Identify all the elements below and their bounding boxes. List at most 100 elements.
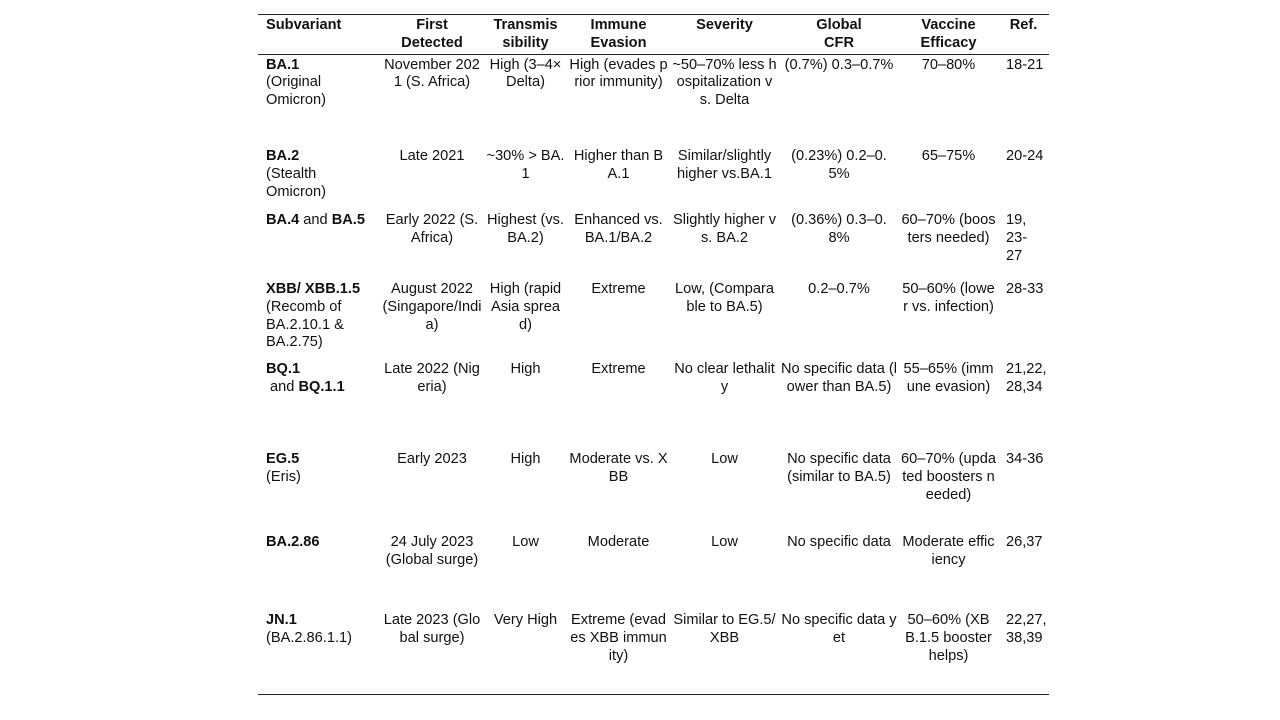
header-subvariant: Subvariant <box>258 14 380 55</box>
cell-vaccine-efficacy: 65–75% <box>921 148 976 165</box>
table-row: BQ.1 and BQ.1.1 Late 2022 (Nigeria) High Ex… <box>258 355 1049 444</box>
header-immune-evasion-line1: Immune <box>590 17 647 33</box>
header-severity-line1: Severity <box>696 17 753 33</box>
header-global-cfr-line1: Global <box>816 17 862 33</box>
subvariant-name: EG.5 <box>266 451 300 468</box>
cell-immune-evasion: High (evades prior immunity) <box>569 56 668 91</box>
cell-first-detected: August 2022 (Singapore/India) <box>382 281 482 333</box>
cell-severity: Similar/slightly higher vs.BA.1 <box>677 148 772 182</box>
subvariant-name: XBB/ XBB.1.5 <box>266 281 361 298</box>
cell-severity: Low <box>711 534 738 551</box>
cell-global-cfr: (0.36%) 0.3–0.8% <box>791 212 887 246</box>
cell-ref: 22,27, 38,39 <box>998 606 1049 695</box>
header-immune-evasion-line2: Evasion <box>590 34 647 51</box>
cell-severity: Slightly higher vs. BA.2 <box>672 212 777 246</box>
cell-first-detected: Early 2022 (S. Africa) <box>385 212 479 246</box>
subvariant-name: BA.4 <box>266 212 300 229</box>
subvariant-joiner: and <box>266 378 299 395</box>
cell-global-cfr: No specific data yet <box>779 606 899 695</box>
cell-first-detected: November 2021 (S. Africa) <box>384 56 480 91</box>
cell-first-detected: Late 2021 <box>399 148 465 165</box>
cell-transmissibility: High <box>510 361 541 378</box>
cell-severity: Low <box>711 451 738 468</box>
cell-subvariant: JN.1 (BA.2.86.1.1) <box>258 606 380 695</box>
cell-ref: 21,22, 28,34 <box>1006 361 1047 395</box>
cell-transmissibility: High <box>510 451 541 468</box>
cell-first-detected: Early 2023 <box>397 451 467 468</box>
cell-subvariant: BA.1 (Original Omicron) <box>258 54 380 142</box>
cell-immune-evasion: Higher than BA.1 <box>573 148 664 182</box>
cell-subvariant: BA.2.86 <box>258 527 380 606</box>
cell-subvariant: XBB/ XBB.1.5 (Recomb of BA.2.10.1 & BA.2.… <box>258 275 380 355</box>
cell-immune-evasion: Extreme <box>591 361 646 378</box>
cell-transmissibility: ~30% > BA.1 <box>486 148 565 182</box>
subvariant-name: BA.1 <box>266 56 300 73</box>
header-vaccine-efficacy-line1: Vaccine <box>921 17 976 33</box>
cell-severity: ~50–70% less hospitalization vs. Delta <box>672 56 777 109</box>
cell-ref: 26,37 <box>1006 534 1043 551</box>
cell-subvariant: BQ.1 and BQ.1.1 <box>258 355 380 444</box>
header-row: Subvariant First Detected Transmis sibil… <box>258 14 1049 55</box>
cell-global-cfr: No specific data (similar to BA.5) <box>787 451 891 485</box>
cell-vaccine-efficacy: Moderate efficiency <box>902 534 995 568</box>
header-severity: Severity <box>670 14 779 55</box>
cell-ref: 28-33 <box>1006 281 1044 298</box>
cell-vaccine-efficacy: 60–70% (boosters needed) <box>901 212 996 246</box>
omicron-subvariant-table: Subvariant First Detected Transmis sibil… <box>258 14 1049 695</box>
table-row: BA.4 and BA.5 Early 2022 (S. Africa) Highe… <box>258 204 1049 275</box>
cell-first-detected: Late 2023 (Global surge) <box>380 606 484 695</box>
cell-first-detected: Late 2022 (Nigeria) <box>384 361 480 395</box>
cell-ref: 20-24 <box>1006 148 1044 165</box>
cell-transmissibility: Low <box>512 534 539 551</box>
header-transmissibility-line2: sibility <box>502 34 549 51</box>
cell-immune-evasion: Extreme (evades XBB immunity) <box>567 606 670 695</box>
subvariant-description: (Stealth Omicron) <box>266 165 326 200</box>
cell-vaccine-efficacy: 60–70% (updated boosters needed) <box>901 451 996 503</box>
header-first-detected: First Detected <box>380 14 484 55</box>
cell-severity: No clear lethality <box>674 361 775 395</box>
header-first-detected-line2: Detected <box>401 34 463 51</box>
table-body: BA.1 (Original Omicron) November 2021 (S. … <box>258 54 1049 695</box>
cell-transmissibility: Very High <box>484 606 567 695</box>
subvariant-description: (Eris) <box>266 468 301 485</box>
cell-global-cfr: No specific data (lower than BA.5) <box>781 361 897 395</box>
table-row: XBB/ XBB.1.5 (Recomb of BA.2.10.1 & BA.2.… <box>258 275 1049 355</box>
header-global-cfr: Global CFR <box>779 14 899 55</box>
cell-transmissibility: High (rapid Asia spread) <box>489 281 562 333</box>
cell-subvariant: EG.5 (Eris) <box>258 444 380 527</box>
table-row: EG.5 (Eris) Early 2023 High Moderate vs. XBB… <box>258 444 1049 527</box>
subvariant-name-secondary: BQ.1.1 <box>298 378 345 395</box>
cell-subvariant: BA.2 (Stealth Omicron) <box>258 142 380 204</box>
cell-ref: 18-21 <box>1006 56 1044 73</box>
cell-immune-evasion: Enhanced vs. BA.1/BA.2 <box>574 212 663 246</box>
subvariant-name-secondary: BA.5 <box>331 212 365 229</box>
header-ref-line1: Ref. <box>1009 17 1038 33</box>
cell-global-cfr: (0.23%) 0.2–0.5% <box>791 148 887 182</box>
cell-vaccine-efficacy: 55–65% (immune evasion) <box>903 361 994 395</box>
header-ref: Ref. <box>998 14 1049 55</box>
table-header: Subvariant First Detected Transmis sibil… <box>258 14 1049 55</box>
cell-global-cfr: No specific data <box>787 534 891 551</box>
subvariant-name: BQ.1 <box>266 361 301 378</box>
table-row: BA.1 (Original Omicron) November 2021 (S. … <box>258 54 1049 142</box>
cell-ref: 34-36 <box>1006 451 1044 468</box>
cell-vaccine-efficacy: 70–80% <box>921 56 976 73</box>
cell-severity: Low, (Comparable to BA.5) <box>675 281 774 315</box>
header-first-detected-line1: First <box>416 17 448 33</box>
header-global-cfr-line2: CFR <box>824 34 854 51</box>
table-row: BA.2.86 24 July 2023 (Global surge) Low Mod… <box>258 527 1049 606</box>
subvariant-description: (BA.2.86.1.1) <box>266 629 352 646</box>
header-subvariant-line1: Subvariant <box>266 17 342 33</box>
subvariant-joiner: and <box>299 212 332 229</box>
cell-immune-evasion: Moderate <box>587 534 650 551</box>
cell-immune-evasion: Moderate vs. XBB <box>569 451 668 485</box>
table-row: JN.1 (BA.2.86.1.1) Late 2023 (Global surge… <box>258 606 1049 695</box>
cell-global-cfr: 0.2–0.7% <box>808 281 870 298</box>
variant-table-container: Subvariant First Detected Transmis sibil… <box>258 14 1049 695</box>
header-transmissibility: Transmis sibility <box>484 14 567 55</box>
subvariant-description: (Original Omicron) <box>266 74 326 109</box>
cell-global-cfr: (0.7%) 0.3–0.7% <box>784 56 894 73</box>
cell-severity: Similar to EG.5/XBB <box>670 606 779 695</box>
subvariant-name: BA.2.86 <box>266 534 320 551</box>
header-vaccine-efficacy: Vaccine Efficacy <box>899 14 998 55</box>
